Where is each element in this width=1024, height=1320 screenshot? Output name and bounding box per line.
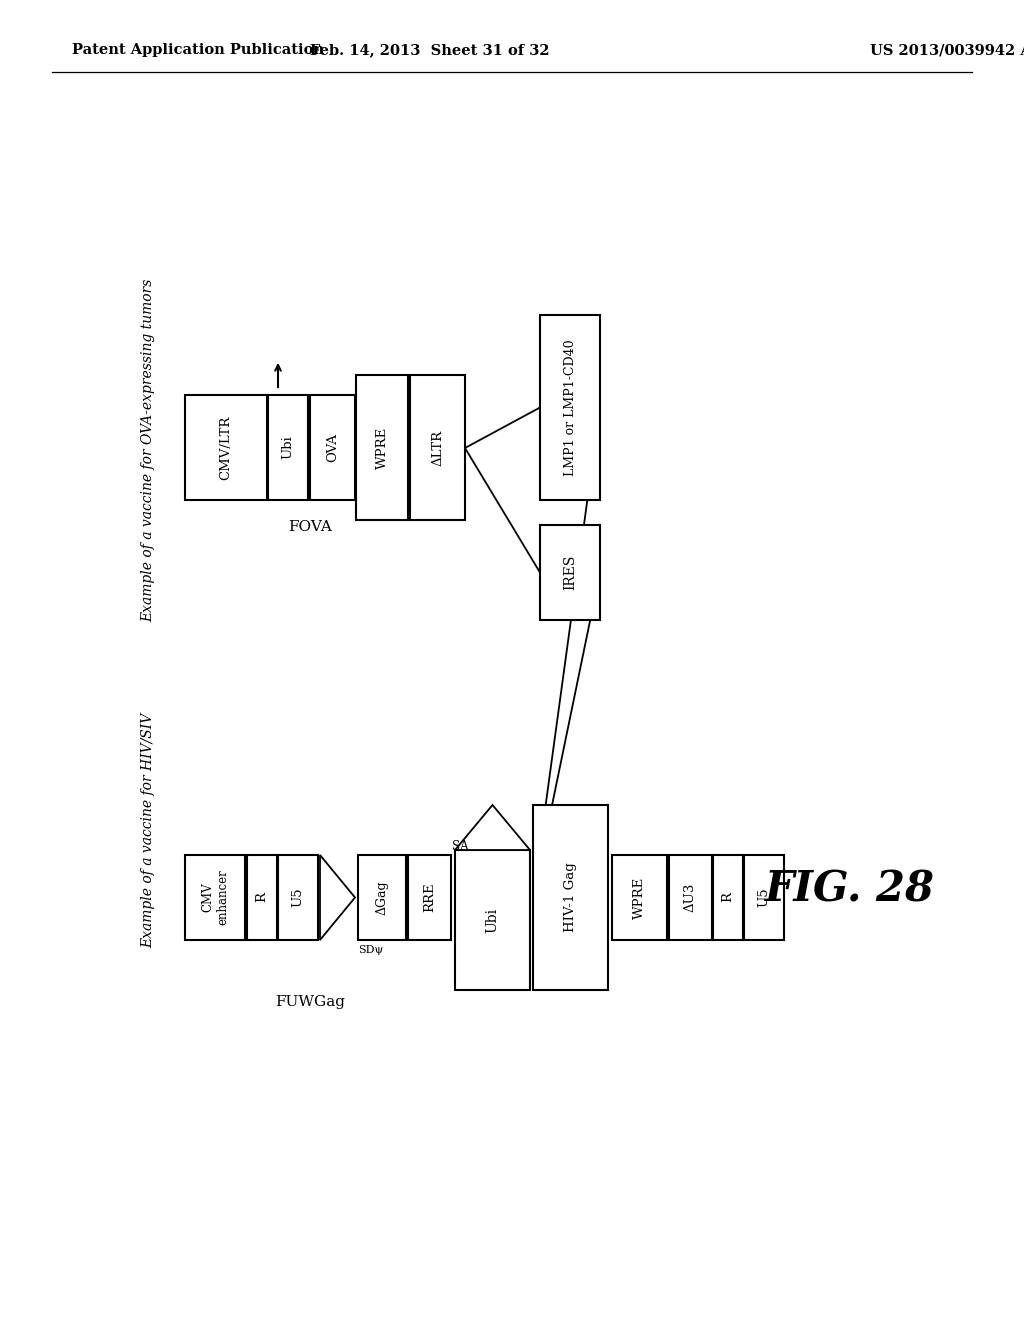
Text: SDψ: SDψ — [358, 945, 383, 954]
Text: Feb. 14, 2013  Sheet 31 of 32: Feb. 14, 2013 Sheet 31 of 32 — [310, 44, 550, 57]
Polygon shape — [319, 855, 355, 940]
Bar — [358, 855, 406, 940]
Text: CMV/LTR: CMV/LTR — [219, 416, 232, 479]
Text: Example of a vaccine for OVA-expressing tumors: Example of a vaccine for OVA-expressing … — [141, 279, 155, 622]
Text: OVA: OVA — [326, 433, 339, 462]
Text: Patent Application Publication: Patent Application Publication — [72, 44, 324, 57]
Text: Ubi: Ubi — [485, 907, 500, 932]
Text: FUWGag: FUWGag — [275, 995, 345, 1008]
Text: ΔU3: ΔU3 — [684, 883, 697, 912]
Text: IRES: IRES — [563, 554, 577, 590]
Bar — [534, 805, 608, 990]
Text: R: R — [722, 892, 734, 903]
Text: FIG. 28: FIG. 28 — [765, 869, 935, 911]
Bar — [278, 855, 318, 940]
Bar — [455, 850, 530, 990]
Text: R: R — [256, 892, 268, 903]
Polygon shape — [455, 805, 530, 850]
Text: HIV-1 Gag: HIV-1 Gag — [564, 863, 577, 932]
Text: ΔLTR: ΔLTR — [431, 429, 444, 466]
Text: CMV
enhancer: CMV enhancer — [201, 870, 229, 925]
Bar — [185, 395, 267, 500]
Bar — [669, 855, 712, 940]
Bar — [612, 855, 667, 940]
Bar — [268, 395, 308, 500]
Text: ΔGag: ΔGag — [376, 880, 388, 915]
Bar — [540, 315, 600, 500]
Text: WPRE: WPRE — [376, 426, 388, 469]
Text: Ubi: Ubi — [282, 436, 295, 459]
Text: US 2013/0039942 A1: US 2013/0039942 A1 — [870, 44, 1024, 57]
Text: Example of a vaccine for HIV/SIV: Example of a vaccine for HIV/SIV — [141, 713, 155, 948]
Bar — [185, 855, 245, 940]
Text: U5: U5 — [758, 887, 770, 907]
Text: RRE: RRE — [423, 883, 436, 912]
Text: FOVA: FOVA — [288, 520, 332, 535]
Bar — [408, 855, 451, 940]
Bar — [540, 525, 600, 620]
Bar — [410, 375, 465, 520]
Bar — [713, 855, 743, 940]
Text: LMP1 or LMP1-CD40: LMP1 or LMP1-CD40 — [563, 339, 577, 475]
Text: SA: SA — [452, 840, 469, 853]
Text: U5: U5 — [292, 887, 304, 907]
Bar — [356, 375, 408, 520]
Bar — [310, 395, 355, 500]
Bar — [247, 855, 278, 940]
Bar — [744, 855, 784, 940]
Text: WPRE: WPRE — [633, 876, 646, 919]
